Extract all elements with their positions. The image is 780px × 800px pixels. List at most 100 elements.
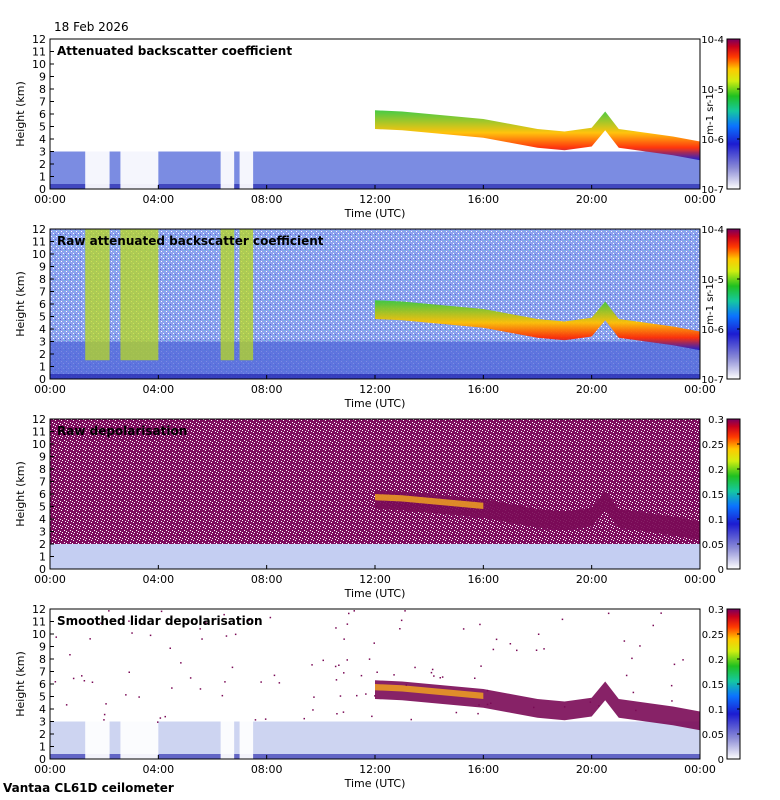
- colorbar-tick-label: 0.2: [708, 465, 724, 476]
- noise-point: [180, 662, 182, 664]
- noise-point: [101, 622, 103, 625]
- y-tick-label: 6: [39, 298, 46, 311]
- y-tick-label: 11: [32, 236, 46, 249]
- noise-point: [339, 695, 342, 697]
- colorbar-tick-label: 0.3: [708, 605, 724, 616]
- panel-title: Attenuated backscatter coefficient: [57, 44, 292, 58]
- y-tick-label: 12: [32, 33, 46, 46]
- cloud-layer: [375, 300, 700, 351]
- colorbar-tick-label: 10-6: [701, 325, 724, 336]
- noise-point: [400, 619, 403, 622]
- noise-point: [334, 665, 337, 668]
- x-tick-label: 00:00: [684, 383, 716, 396]
- x-tick-label: 00:00: [34, 383, 66, 396]
- y-axis-label: Height (km): [14, 271, 27, 337]
- noise-point: [376, 671, 378, 673]
- noise-point: [131, 632, 133, 634]
- noise-point: [189, 677, 192, 679]
- y-tick-label: 1: [39, 171, 46, 184]
- signal-column-4: [239, 229, 254, 361]
- noise-point: [371, 715, 373, 718]
- x-tick-label: 20:00: [576, 193, 608, 206]
- data-gap-3: [220, 39, 235, 189]
- noise-point: [495, 638, 498, 641]
- y-tick-label: 4: [39, 703, 46, 716]
- noise-point: [477, 712, 479, 715]
- y-tick-label: 3: [39, 526, 46, 539]
- panel-1: Attenuated backscatter coefficient012345…: [14, 33, 741, 220]
- noise-point: [474, 677, 476, 679]
- y-tick-label: 1: [39, 741, 46, 754]
- noise-point: [516, 649, 518, 652]
- y-axis-label: Height (km): [14, 81, 27, 147]
- y-tick-label: 12: [32, 223, 46, 236]
- panel-4: Smoothed lidar depolarisation01234567891…: [14, 603, 741, 790]
- y-tick-label: 5: [39, 691, 46, 704]
- y-tick-label: 9: [39, 641, 46, 654]
- panel-2: Raw attenuated backscatter coefficient01…: [14, 223, 741, 410]
- noise-point: [138, 696, 140, 698]
- noise-point: [346, 659, 348, 661]
- noise-point: [462, 628, 465, 630]
- noise-point: [631, 657, 633, 660]
- colorbar-tick-label: 0.1: [708, 705, 724, 716]
- noise-point: [312, 709, 314, 711]
- x-tick-label: 00:00: [684, 193, 716, 206]
- y-tick-label: 2: [39, 348, 46, 361]
- noise-point: [561, 618, 564, 621]
- noise-point: [433, 675, 435, 677]
- y-tick-label: 11: [32, 616, 46, 629]
- y-tick-label: 2: [39, 728, 46, 741]
- noise-point: [652, 624, 654, 627]
- noise-point: [65, 704, 68, 706]
- noise-point: [225, 635, 228, 637]
- noise-point: [486, 689, 489, 692]
- y-tick-label: 5: [39, 501, 46, 514]
- noise-point: [100, 622, 102, 624]
- y-axis-label: Height (km): [14, 651, 27, 717]
- colorbar-tick-label: 0.05: [702, 730, 724, 741]
- x-tick-label: 04:00: [142, 573, 174, 586]
- noise-point: [673, 663, 676, 666]
- cloud-layer: [375, 110, 700, 161]
- noise-point: [374, 695, 376, 697]
- colorbar-tick-label: 0.05: [702, 540, 724, 551]
- y-tick-label: 4: [39, 513, 46, 526]
- y-tick-label: 10: [32, 58, 46, 71]
- data-gap-2: [120, 39, 159, 189]
- y-tick-label: 6: [39, 678, 46, 691]
- colorbar-tick-label: 0: [718, 755, 724, 766]
- noise-point: [635, 709, 637, 712]
- colorbar-tick-label: 0.25: [702, 440, 724, 451]
- x-tick-label: 16:00: [467, 573, 499, 586]
- noise-point: [360, 674, 363, 677]
- colorbar-tick-label: 10-7: [701, 375, 724, 386]
- y-tick-label: 11: [32, 426, 46, 439]
- panel-3: Raw depolarisation0123456789101112Height…: [14, 413, 741, 600]
- noise-point: [128, 620, 130, 622]
- noise-point: [623, 640, 626, 642]
- noise-point: [199, 628, 201, 630]
- colorbar-tick-label: 0.15: [702, 490, 724, 501]
- y-tick-label: 9: [39, 261, 46, 274]
- y-tick-label: 0: [39, 373, 46, 386]
- footer-instrument: Vantaa CL61D ceilometer: [3, 781, 174, 795]
- noise-point: [410, 718, 412, 721]
- noise-point: [632, 691, 635, 694]
- colorbar-tick-label: 0.1: [708, 515, 724, 526]
- data-gap-4: [239, 609, 254, 759]
- y-tick-label: 10: [32, 248, 46, 261]
- data-gap-3: [220, 609, 235, 759]
- noise-point: [223, 613, 225, 616]
- noise-point: [509, 643, 512, 645]
- y-tick-label: 10: [32, 628, 46, 641]
- y-tick-label: 0: [39, 753, 46, 766]
- data-gap-1: [85, 609, 110, 759]
- y-tick-label: 2: [39, 158, 46, 171]
- y-axis-label: Height (km): [14, 461, 27, 527]
- noise-point: [103, 713, 106, 716]
- x-tick-label: 00:00: [34, 193, 66, 206]
- y-tick-label: 8: [39, 653, 46, 666]
- y-tick-label: 0: [39, 563, 46, 576]
